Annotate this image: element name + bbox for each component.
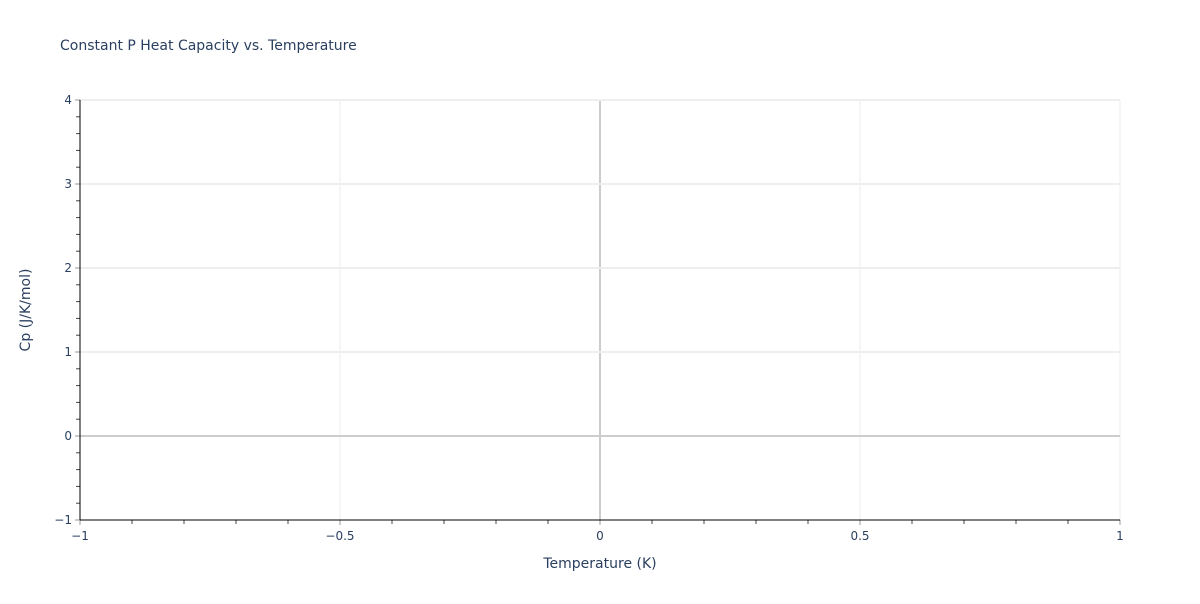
chart-title: Constant P Heat Capacity vs. Temperature [60, 38, 357, 54]
x-tick-label: −1 [71, 529, 89, 543]
y-tick-label: 4 [64, 93, 72, 107]
x-tick-label: 1 [1116, 529, 1124, 543]
y-tick-label: 3 [64, 177, 72, 191]
x-axis-label: Temperature (K) [542, 556, 656, 572]
y-tick-label: 1 [64, 345, 72, 359]
axes: −1 −0.5 0 0.5 1 −1 0 1 2 3 4 [54, 93, 1124, 543]
y-tick-label: 0 [64, 429, 72, 443]
x-tick-label: −0.5 [325, 529, 354, 543]
y-tick-label: −1 [54, 513, 72, 527]
x-tick-label: 0.5 [850, 529, 869, 543]
y-tick-label: 2 [64, 261, 72, 275]
gridlines [80, 99, 1121, 520]
y-axis-label: Cp (J/K/mol) [18, 269, 34, 352]
x-tick-label: 0 [596, 529, 604, 543]
